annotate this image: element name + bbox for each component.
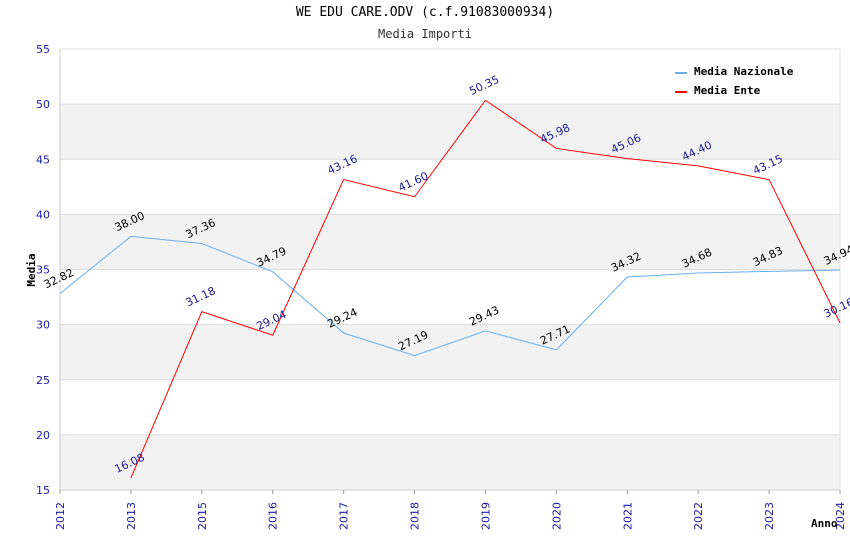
chart-subtitle: Media Importi [378, 27, 472, 41]
grid-band [60, 379, 840, 435]
x-tick-label: 2022 [692, 502, 705, 530]
x-tick-label: 2016 [267, 502, 280, 530]
chart-title: WE EDU CARE.ODV (c.f.91083000934) [295, 5, 555, 20]
grid-band [60, 324, 840, 380]
grid-band [60, 159, 840, 215]
y-tick-label: 40 [36, 208, 50, 221]
x-tick-labels: 2012 2013 2015 2016 2017 2018 2019 2020 2021 2022… [54, 502, 847, 530]
x-axis-label: Anno [811, 517, 838, 530]
grid-band [60, 214, 840, 270]
series-line-media-ente [130, 99, 841, 479]
y-tick-label: 15 [36, 484, 50, 497]
y-tick-label: 45 [36, 153, 50, 166]
series-lines [59, 99, 841, 479]
legend-label-media-nazionale: Media Nazionale [694, 65, 794, 78]
x-tick-label: 2021 [621, 502, 634, 530]
legend-label-media-ente: Media Ente [694, 84, 761, 97]
axes [59, 49, 841, 494]
y-axis-label: Media [25, 253, 38, 286]
series-line-media-nazionale [59, 235, 841, 357]
x-tick-label: 2020 [550, 502, 563, 530]
grid-band [60, 269, 840, 325]
y-tick-label: 55 [36, 43, 50, 56]
y-tick-label: 35 [36, 264, 50, 277]
grid-lines [60, 48, 840, 491]
y-tick-label: 20 [36, 429, 50, 442]
y-tick-label: 30 [36, 319, 50, 332]
grid-band [60, 104, 840, 160]
x-tick-label: 2012 [54, 502, 67, 530]
x-tick-label: 2019 [479, 502, 492, 530]
x-tick-label: 2013 [125, 502, 138, 530]
x-tick-label: 2015 [196, 502, 209, 530]
x-tick-label: 2017 [338, 502, 351, 530]
legend: Media Nazionale Media Ente [668, 59, 810, 102]
grid-band [60, 434, 840, 490]
x-tick-label: 2023 [763, 502, 776, 530]
y-tick-labels: 15 20 25 30 35 40 45 50 55 [36, 43, 50, 497]
x-tick-label: 2024 [834, 502, 847, 530]
y-tick-label: 50 [36, 98, 50, 111]
grid-bands [60, 49, 840, 490]
y-tick-label: 25 [36, 374, 50, 387]
x-tick-label: 2018 [409, 502, 422, 530]
